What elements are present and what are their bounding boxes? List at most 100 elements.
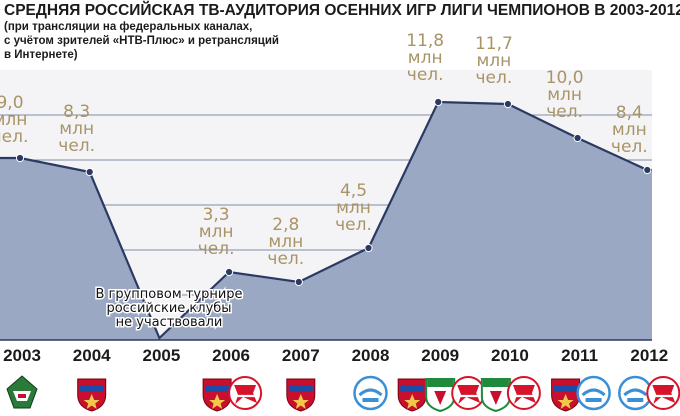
data-label-line: 8,4	[616, 103, 643, 123]
data-label-line: чел.	[58, 136, 95, 156]
x-tick-label: 2004	[73, 346, 111, 365]
x-tick-label: 2008	[352, 346, 390, 365]
annotation-line: В групповом турнире	[95, 287, 242, 302]
data-label-line: млн	[476, 51, 511, 71]
cska-logo	[202, 378, 232, 412]
spartak-logo	[506, 376, 541, 410]
spartak-logo	[646, 376, 680, 410]
cska-star	[557, 394, 574, 409]
data-label-line: 8,3	[63, 102, 90, 122]
data-label-line: 10,0	[546, 68, 584, 88]
area-fill	[0, 102, 652, 340]
data-label-line: млн	[612, 120, 647, 140]
data-point	[364, 243, 373, 253]
data-point	[434, 97, 443, 107]
x-tick-label: 2007	[282, 346, 320, 365]
zenit-bar	[585, 398, 602, 402]
data-label: 8,3 млн чел.	[58, 102, 95, 156]
annotation-no-participation: В групповом турнире российские клубы не уч…	[95, 287, 242, 330]
chart-title: СРЕДНЯЯ РОССИЙСКАЯ ТВ-АУДИТОРИЯ ОСЕННИХ …	[4, 2, 680, 19]
spartak-diamond	[652, 385, 676, 404]
chart-subtitle-line: (при трансляции на федеральных каналах,	[4, 21, 253, 33]
data-label-line: 11,8	[406, 31, 444, 51]
data-label-line: чел.	[198, 239, 235, 259]
cska-band	[553, 385, 578, 392]
x-tick-label: 2011	[561, 346, 598, 365]
data-label-line: чел.	[335, 215, 372, 235]
data-label-line: 11,7	[475, 34, 513, 54]
data-point	[294, 277, 303, 287]
zenit-bar	[627, 398, 644, 402]
x-tick-label: 2012	[630, 346, 668, 365]
data-label-line: чел.	[611, 137, 648, 157]
data-label-line: чел.	[0, 127, 28, 147]
cska-star	[209, 394, 226, 409]
x-tick-label: 2003	[3, 346, 41, 365]
spartak-logo	[451, 376, 486, 410]
data-label: 3,3 млн чел.	[198, 205, 235, 259]
data-label-line: 4,5	[340, 181, 367, 201]
lokomotiv-logo	[6, 375, 38, 409]
cska-band	[205, 385, 230, 392]
rubin-band	[427, 380, 454, 387]
data-label-line: 2,8	[272, 215, 299, 235]
chart-subtitle-line: в Интернете)	[4, 49, 78, 61]
annotation-line: не участвовали	[116, 315, 223, 330]
spartak-diamond	[457, 385, 481, 404]
rubin-band	[482, 380, 509, 387]
data-point	[573, 133, 582, 143]
rubin-logo	[480, 378, 511, 413]
data-label: 8,4 млн чел.	[611, 103, 648, 157]
zenit-wave	[581, 388, 606, 397]
zenit-ring	[576, 375, 611, 411]
annotation-line: российские клубы	[106, 301, 231, 316]
rubin-logo	[425, 378, 456, 413]
data-label-line: млн	[408, 48, 443, 68]
data-label-line: млн	[336, 198, 371, 218]
cska-logo	[551, 378, 581, 412]
lokomotiv-center	[18, 394, 26, 398]
data-label-line: чел.	[546, 102, 583, 122]
zenit-wave	[623, 388, 648, 397]
data-point	[15, 153, 25, 163]
data-label: 4,5 млн чел.	[335, 181, 372, 235]
x-tick-label: 2009	[421, 346, 459, 365]
zenit-ring	[353, 375, 388, 411]
x-tick-label: 2010	[491, 346, 529, 365]
data-label-line: млн	[547, 85, 582, 105]
data-label-line: млн	[59, 119, 94, 139]
cska-band	[288, 385, 313, 392]
data-label-line: млн	[199, 222, 234, 242]
data-label-line: млн	[0, 110, 27, 130]
rubin-gem	[489, 391, 502, 405]
data-label: 2,8 млн чел.	[267, 215, 304, 269]
rubin-gem	[434, 391, 447, 405]
data-point	[503, 99, 512, 109]
x-tick-label: 2006	[212, 346, 250, 365]
data-label: 11,7 млн чел.	[475, 34, 513, 88]
zenit-bar	[362, 398, 379, 402]
data-label-line: чел.	[267, 249, 304, 269]
data-label: 11,8 млн чел.	[406, 31, 444, 85]
data-label-line: млн	[268, 232, 303, 252]
zenit-wave	[358, 388, 383, 397]
chart-subtitle-line: с учётом зрителей «НТВ-Плюс» и ретрансля…	[4, 35, 280, 47]
cska-logo	[286, 378, 316, 412]
data-point	[85, 167, 94, 177]
data-label-line: 9,0	[0, 93, 24, 113]
zenit-logo	[353, 375, 388, 411]
cska-logo	[77, 378, 107, 412]
x-tick-label: 2005	[142, 346, 180, 365]
cska-logo	[397, 378, 427, 412]
title-block: СРЕДНЯЯ РОССИЙСКАЯ ТВ-АУДИТОРИЯ ОСЕННИХ …	[4, 2, 680, 62]
spartak-diamond	[234, 385, 258, 404]
cska-band	[79, 385, 104, 392]
spartak-logo	[228, 376, 263, 410]
data-point	[643, 165, 652, 175]
series-line	[0, 100, 652, 340]
cska-star	[292, 394, 309, 409]
cska-star	[404, 394, 421, 409]
zenit-logo	[576, 375, 611, 411]
